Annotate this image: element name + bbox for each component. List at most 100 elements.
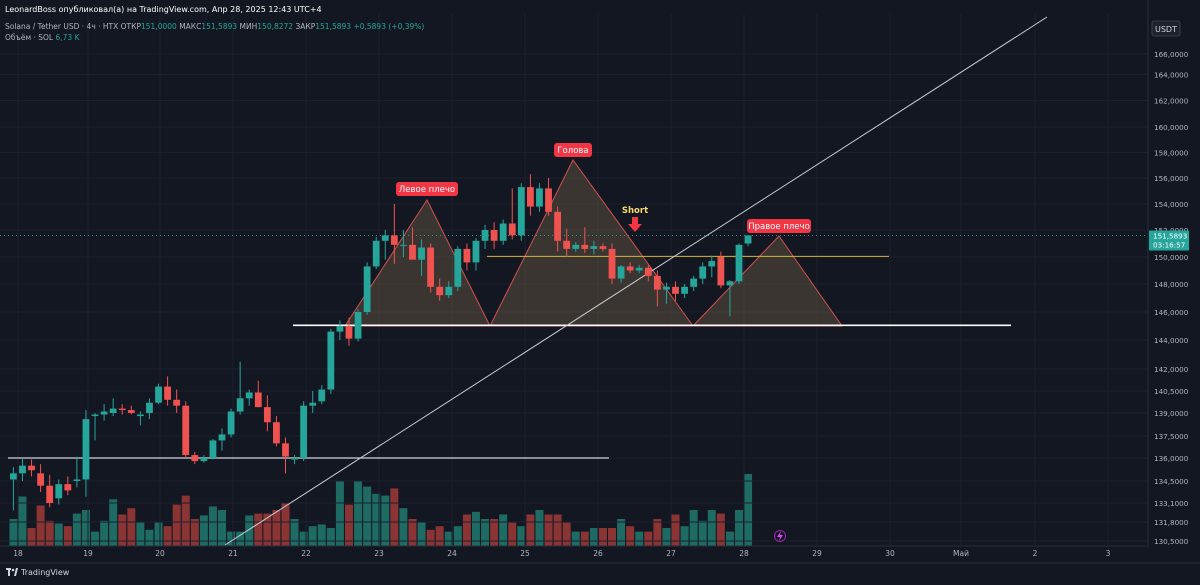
right-shoulder-label-text: Правое плечо [748,222,810,232]
candle-body [345,326,353,339]
candle-body [400,244,407,246]
price-tick-label: 154,0000 [1154,200,1189,209]
price-tick-label: 160,0000 [1154,123,1189,132]
volume-bar [544,514,553,546]
candle-body [626,266,634,271]
candle-body [472,240,480,263]
candle-body [55,484,63,499]
candle-body [717,257,725,286]
volume-bar [281,502,290,546]
candle-body [227,411,235,435]
volume-bar [608,528,617,546]
volume-bar [698,520,707,546]
candle-body [236,398,244,412]
candle-body [390,235,398,245]
lightning-glyph [777,531,783,541]
volume-bar [317,524,326,546]
volume-bar [72,513,81,546]
close-label: ЗАКР [295,22,316,31]
candle-body [427,247,435,287]
price-tick-label: 144,0000 [1154,336,1189,345]
time-tick-label: 30 [885,549,895,558]
volume-bar [54,523,63,546]
time-tick-label: 20 [155,549,165,558]
chart-grid [0,14,1148,545]
time-tick-label: 18 [13,549,23,558]
candle-body [64,484,72,491]
price-tick-label: 130,5000 [1154,537,1189,546]
volume-bar [218,510,227,546]
candle-body [291,458,298,460]
candle-body [526,187,534,207]
volume-bar [408,519,417,546]
volume-bar [626,526,635,546]
candle-body [100,411,108,415]
candle-body [617,266,625,279]
candle-body [191,455,199,462]
volume-bar [199,515,208,546]
price-axis-bg [1148,0,1200,585]
volume-bar [453,526,462,546]
candle-body [273,422,280,444]
pattern-labels: Левое плечо Голова Правое плечо Short [396,143,811,542]
time-tick-label: 19 [83,549,93,558]
candle-body [37,473,45,486]
candle-body [599,246,607,249]
volume-bar [145,529,154,546]
volume-bar [735,510,743,546]
candle-body [155,386,162,403]
candle-body [635,267,643,271]
change-value: +0,5893 (+0,39%) [353,22,425,31]
volume-bar [290,519,299,546]
candle-body [409,244,416,260]
candle-body [209,440,217,458]
volume-bar [9,519,18,546]
candles [10,174,752,511]
close-value: 151,5893 [315,22,352,31]
candle-body [554,211,561,241]
candle-body [508,223,516,236]
volume-bar [326,528,335,546]
volume-bar [390,488,399,546]
candle-body [46,485,54,503]
volume-bar [508,522,517,546]
time-tick-label: 24 [447,549,457,558]
candle-body [653,275,661,290]
volume-bar [236,531,245,546]
time-tick-label: 22 [301,549,311,558]
volume-bar [725,531,734,546]
candle-body [499,223,507,241]
volume-bar [471,511,480,546]
volume-bar [707,510,716,546]
volume-legend: Объём · SOL 6,73 K [5,33,80,42]
volume-bar [45,520,54,546]
candle-body [608,248,616,279]
candle-body [699,266,707,279]
price-tick-label: 139,0000 [1154,409,1189,418]
candle-body [336,326,344,332]
volume-bar [36,505,45,546]
trend-line [224,16,1048,546]
candle-body [663,286,670,290]
volume-bar [91,531,100,546]
volume-bar [716,513,725,546]
tradingview-logo-icon [6,568,18,576]
volume-bar [118,514,127,546]
tradingview-footer[interactable]: TradingView [6,568,69,577]
volume-bar [399,508,408,546]
candle-body [454,248,462,287]
candle-body [91,414,99,417]
candle-body [318,389,326,402]
candle-body [726,281,734,286]
candle-body [218,434,226,441]
volume-bar [444,531,453,546]
candle-body [182,405,190,456]
right-shoulder-label: Правое плечо [747,219,811,233]
volume-bar [299,531,308,546]
volume-bar [263,513,272,546]
price-tick-label: 136,0000 [1154,454,1189,463]
volume-bar [635,531,644,546]
price-tick-label: 133,1000 [1154,499,1189,508]
